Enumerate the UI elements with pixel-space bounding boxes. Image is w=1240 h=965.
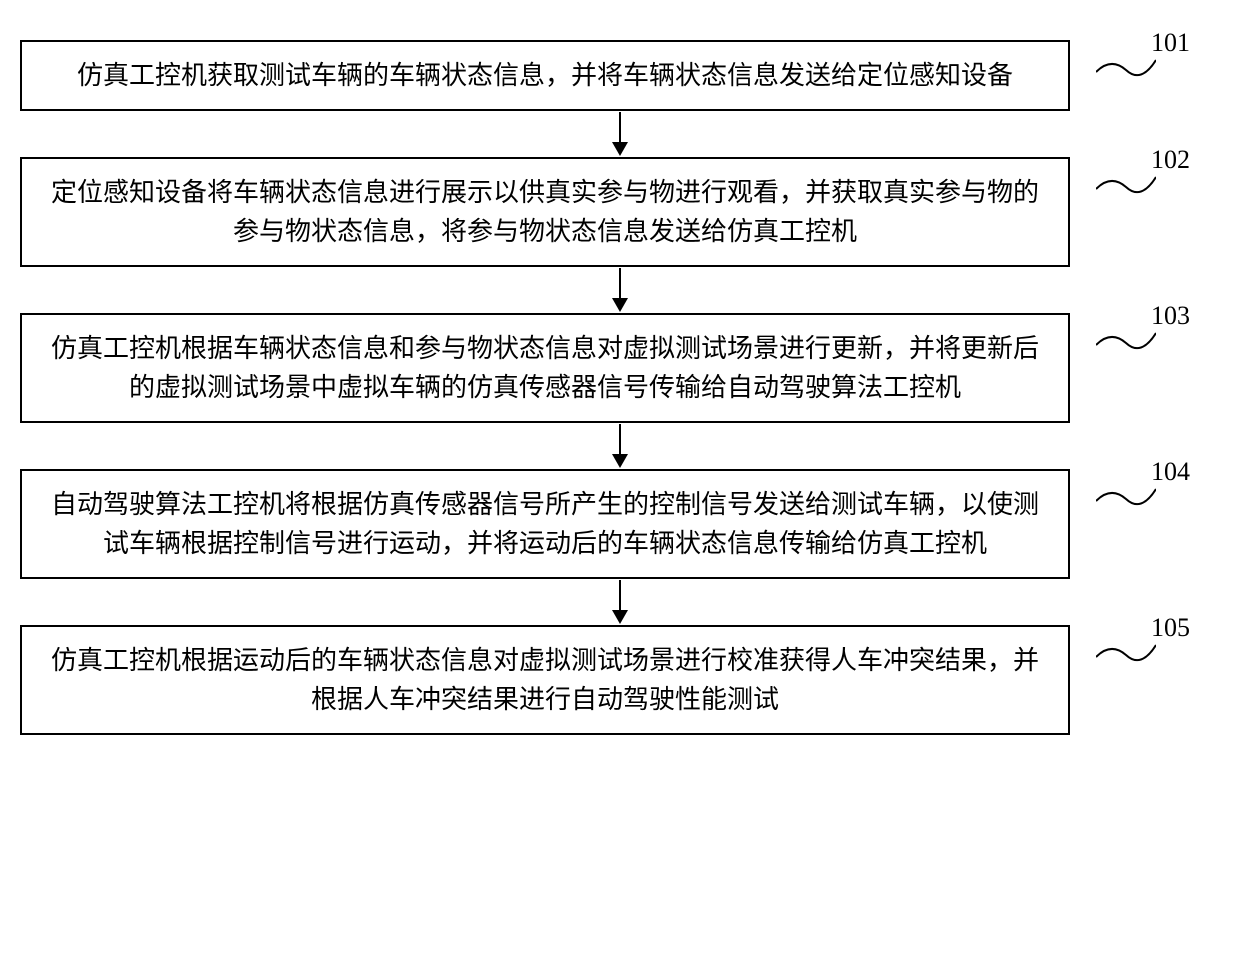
flowchart-container: 仿真工控机获取测试车辆的车辆状态信息，并将车辆状态信息发送给定位感知设备 101… bbox=[20, 40, 1220, 735]
step-text-101: 仿真工控机获取测试车辆的车辆状态信息，并将车辆状态信息发送给定位感知设备 bbox=[77, 61, 1013, 90]
step-box-104: 自动驾驶算法工控机将根据仿真传感器信号所产生的控制信号发送给测试车辆，以使测试车… bbox=[20, 469, 1070, 579]
connector-105 bbox=[1096, 637, 1156, 687]
arrow-icon bbox=[612, 580, 628, 624]
connector-102 bbox=[1096, 169, 1156, 219]
step-box-103: 仿真工控机根据车辆状态信息和参与物状态信息对虚拟测试场景进行更新，并将更新后的虚… bbox=[20, 313, 1070, 423]
step-container-101: 仿真工控机获取测试车辆的车辆状态信息，并将车辆状态信息发送给定位感知设备 101 bbox=[20, 40, 1220, 111]
connector-103 bbox=[1096, 325, 1156, 375]
step-label-101: 101 bbox=[1151, 28, 1190, 58]
step-box-101: 仿真工控机获取测试车辆的车辆状态信息，并将车辆状态信息发送给定位感知设备 bbox=[20, 40, 1070, 111]
step-container-103: 仿真工控机根据车辆状态信息和参与物状态信息对虚拟测试场景进行更新，并将更新后的虚… bbox=[20, 313, 1220, 423]
arrow-line bbox=[619, 424, 621, 454]
step-container-102: 定位感知设备将车辆状态信息进行展示以供真实参与物进行观看，并获取真实参与物的参与… bbox=[20, 157, 1220, 267]
arrow-head bbox=[612, 142, 628, 156]
arrow-1 bbox=[95, 111, 1145, 157]
step-box-105: 仿真工控机根据运动后的车辆状态信息对虚拟测试场景进行校准获得人车冲突结果，并根据… bbox=[20, 625, 1070, 735]
step-label-103: 103 bbox=[1151, 301, 1190, 331]
arrow-4 bbox=[95, 579, 1145, 625]
step-container-104: 自动驾驶算法工控机将根据仿真传感器信号所产生的控制信号发送给测试车辆，以使测试车… bbox=[20, 469, 1220, 579]
arrow-head bbox=[612, 610, 628, 624]
arrow-icon bbox=[612, 112, 628, 156]
arrow-line bbox=[619, 268, 621, 298]
step-text-103: 仿真工控机根据车辆状态信息和参与物状态信息对虚拟测试场景进行更新，并将更新后的虚… bbox=[51, 334, 1039, 402]
step-container-105: 仿真工控机根据运动后的车辆状态信息对虚拟测试场景进行校准获得人车冲突结果，并根据… bbox=[20, 625, 1220, 735]
step-box-102: 定位感知设备将车辆状态信息进行展示以供真实参与物进行观看，并获取真实参与物的参与… bbox=[20, 157, 1070, 267]
connector-104 bbox=[1096, 481, 1156, 531]
arrow-head bbox=[612, 454, 628, 468]
step-text-105: 仿真工控机根据运动后的车辆状态信息对虚拟测试场景进行校准获得人车冲突结果，并根据… bbox=[51, 646, 1039, 714]
arrow-2 bbox=[95, 267, 1145, 313]
step-label-102: 102 bbox=[1151, 145, 1190, 175]
connector-101 bbox=[1096, 52, 1156, 102]
step-label-105: 105 bbox=[1151, 613, 1190, 643]
arrow-3 bbox=[95, 423, 1145, 469]
arrow-icon bbox=[612, 268, 628, 312]
arrow-icon bbox=[612, 424, 628, 468]
arrow-line bbox=[619, 112, 621, 142]
step-text-102: 定位感知设备将车辆状态信息进行展示以供真实参与物进行观看，并获取真实参与物的参与… bbox=[51, 178, 1039, 246]
step-label-104: 104 bbox=[1151, 457, 1190, 487]
arrow-line bbox=[619, 580, 621, 610]
arrow-head bbox=[612, 298, 628, 312]
step-text-104: 自动驾驶算法工控机将根据仿真传感器信号所产生的控制信号发送给测试车辆，以使测试车… bbox=[51, 490, 1039, 558]
